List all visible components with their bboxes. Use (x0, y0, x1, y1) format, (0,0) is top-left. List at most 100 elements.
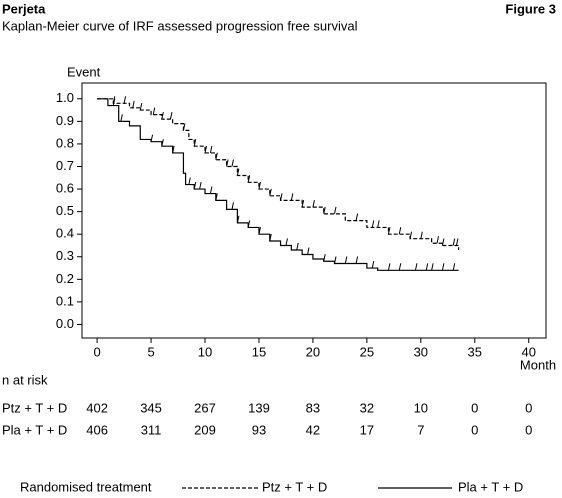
censor-mark (296, 242, 299, 251)
y-tick-label: 0.1 (56, 293, 74, 308)
censor-mark (452, 238, 456, 246)
plot-frame (81, 82, 547, 339)
censor-mark (204, 145, 208, 154)
x-tick-label: 25 (360, 344, 374, 359)
censor-mark (231, 202, 234, 210)
censor-mark (355, 213, 359, 221)
censor-mark (193, 139, 197, 147)
risk-row-label: Ptz + T + D (2, 400, 67, 415)
censor-mark (414, 263, 418, 271)
legend-label: Pla + T + D (458, 479, 523, 494)
censor-mark (431, 263, 434, 271)
risk-value: 139 (248, 400, 270, 415)
censor-mark (344, 256, 348, 264)
censor-mark (199, 181, 202, 190)
x-tick-label: 20 (306, 344, 320, 359)
censor-mark (112, 98, 116, 106)
risk-value: 83 (306, 400, 320, 415)
risk-value: 0 (471, 400, 478, 415)
header-right: Figure 3 (505, 1, 556, 16)
censor-mark (209, 145, 213, 154)
censor-mark (182, 123, 186, 131)
censor-mark (161, 112, 164, 120)
censor-mark (323, 254, 326, 262)
censor-mark (452, 263, 456, 271)
censor-mark (152, 107, 156, 115)
y-tick-label: 0.3 (56, 248, 74, 263)
x-tick-label: 35 (468, 344, 482, 359)
risk-value: 402 (86, 400, 108, 415)
censor-mark (355, 256, 359, 264)
censor-mark (441, 263, 445, 271)
censor-mark (425, 263, 429, 271)
censor-mark (258, 227, 261, 235)
x-tick-label: 15 (252, 344, 266, 359)
censor-mark (398, 227, 402, 235)
censor-mark (269, 233, 272, 242)
y-tick-label: 0.0 (56, 316, 74, 331)
censor-mark (188, 177, 191, 185)
x-axis-label: Month (520, 357, 556, 372)
censor-mark (371, 220, 375, 228)
x-tick-label: 5 (147, 344, 154, 359)
censor-mark (334, 206, 337, 214)
censor-mark (323, 206, 326, 214)
risk-value: 209 (194, 422, 216, 437)
censor-mark (236, 215, 240, 224)
risk-value: 311 (141, 422, 162, 437)
risk-value: 0 (525, 422, 532, 437)
y-tick-label: 0.8 (56, 135, 74, 150)
legend-title: Randomised treatment (20, 479, 152, 494)
censor-mark (307, 247, 310, 255)
censor-mark (132, 100, 135, 108)
censor-mark (193, 181, 197, 190)
censor-mark (436, 236, 440, 244)
header-left: Perjeta (2, 1, 46, 16)
censor-mark (409, 231, 413, 239)
censor-mark (334, 256, 337, 264)
risk-value: 406 (86, 422, 108, 437)
x-tick-label: 10 (198, 344, 212, 359)
y-tick-label: 0.5 (56, 203, 74, 218)
risk-value: 93 (252, 422, 266, 437)
censor-mark (258, 181, 261, 190)
censor-mark (215, 152, 218, 160)
censor-mark (120, 114, 123, 122)
y-tick-label: 0.6 (56, 180, 74, 195)
censor-mark (312, 200, 315, 208)
censor-mark (247, 175, 251, 183)
risk-value: 345 (140, 400, 162, 415)
risk-row-label: Pla + T + D (2, 422, 67, 437)
survival-curve (97, 98, 459, 271)
censor-mark (455, 238, 459, 246)
risk-value: 42 (306, 422, 320, 437)
censor-mark (226, 159, 229, 167)
censor-mark (215, 193, 218, 201)
censor-mark (420, 231, 423, 239)
censor-mark (371, 260, 375, 269)
x-tick-label: 30 (414, 344, 428, 359)
survival-curve (97, 98, 460, 250)
y-tick-label: 1.0 (56, 90, 74, 105)
risk-value: 32 (360, 400, 374, 415)
censor-mark (161, 139, 164, 147)
y-axis-label: Event (67, 64, 101, 79)
risk-label: n at risk (2, 372, 48, 387)
x-tick-label: 0 (93, 344, 100, 359)
risk-value: 267 (194, 400, 216, 415)
y-tick-label: 0.4 (56, 226, 74, 241)
censor-mark (236, 168, 240, 176)
censor-mark (123, 96, 127, 104)
censor-mark (301, 200, 305, 208)
censor-mark (280, 193, 283, 201)
censor-mark (139, 102, 143, 111)
censor-mark (387, 263, 391, 271)
censor-mark (209, 186, 213, 194)
censor-mark (377, 220, 380, 228)
x-tick-label: 40 (522, 344, 536, 359)
legend-label: Ptz + T + D (262, 479, 327, 494)
censor-mark (441, 238, 445, 246)
y-tick-label: 0.2 (56, 271, 74, 286)
risk-value: 0 (471, 422, 478, 437)
